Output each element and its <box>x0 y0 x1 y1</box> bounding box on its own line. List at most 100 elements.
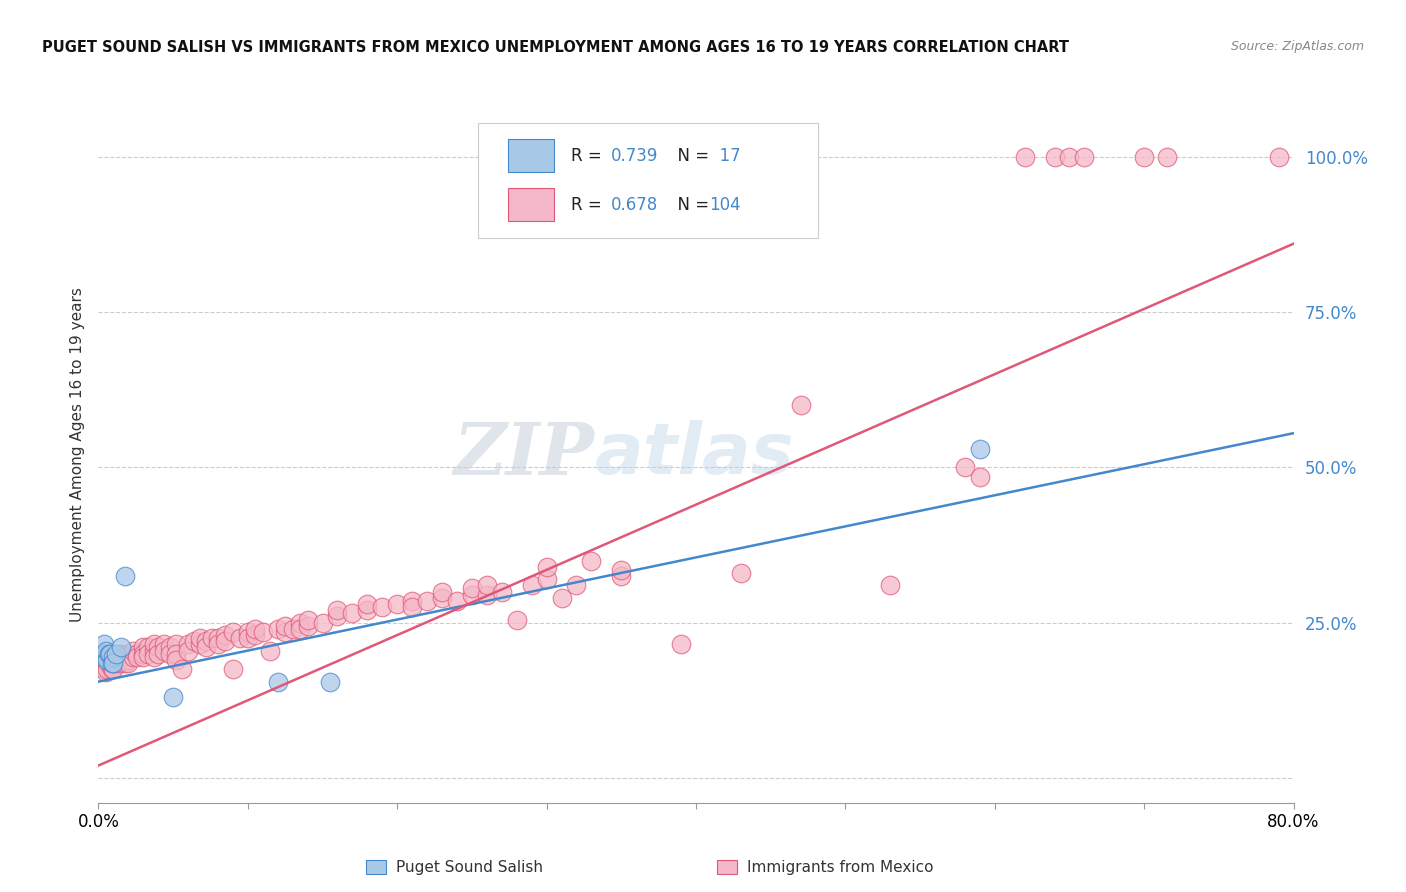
Point <box>110 640 132 655</box>
Point <box>114 569 136 583</box>
Point <box>114 656 136 670</box>
Point <box>1267 150 1289 164</box>
Point <box>356 603 378 617</box>
Point <box>91 656 114 670</box>
Point <box>98 647 122 661</box>
Point <box>356 597 378 611</box>
Point <box>93 662 115 676</box>
Point <box>94 643 117 657</box>
Point <box>103 653 125 667</box>
Point <box>326 603 349 617</box>
Point <box>153 637 176 651</box>
Point <box>142 637 165 651</box>
Point <box>281 622 304 636</box>
Point <box>159 640 181 655</box>
Point <box>259 643 281 657</box>
Text: atlas: atlas <box>595 420 794 490</box>
Point <box>430 591 453 605</box>
Point <box>96 653 118 667</box>
Point <box>93 647 115 661</box>
Point <box>536 572 558 586</box>
Text: 104: 104 <box>709 195 741 213</box>
Point <box>214 628 236 642</box>
Point <box>159 647 181 661</box>
Point <box>101 649 124 664</box>
Point <box>416 594 439 608</box>
Point <box>96 656 118 670</box>
Point <box>669 637 692 651</box>
Point <box>153 643 176 657</box>
Point <box>103 649 125 664</box>
Point <box>214 634 236 648</box>
Point <box>953 460 976 475</box>
Text: Immigrants from Mexico: Immigrants from Mexico <box>747 860 934 874</box>
Point <box>103 649 125 664</box>
Point <box>730 566 752 580</box>
Point <box>94 656 117 670</box>
Point <box>222 662 245 676</box>
Point <box>136 640 159 655</box>
Point <box>288 622 311 636</box>
Point <box>97 649 120 664</box>
Text: 0.739: 0.739 <box>610 146 658 165</box>
Point <box>117 656 139 670</box>
Point <box>110 656 132 670</box>
Text: 17: 17 <box>709 146 741 165</box>
Point <box>1156 150 1178 164</box>
Point <box>1043 150 1066 164</box>
Point <box>121 643 143 657</box>
Point <box>117 653 139 667</box>
Point <box>461 582 484 596</box>
Point <box>326 609 349 624</box>
Point <box>506 613 529 627</box>
Point <box>94 649 117 664</box>
Point <box>162 690 184 705</box>
Point <box>520 578 543 592</box>
Point <box>97 656 120 670</box>
Point <box>101 656 124 670</box>
Point <box>195 640 218 655</box>
Point <box>1059 150 1081 164</box>
Point <box>879 578 901 592</box>
Point <box>142 643 165 657</box>
Point <box>229 631 252 645</box>
Point <box>96 649 118 664</box>
Point <box>550 591 572 605</box>
Text: 0.678: 0.678 <box>610 195 658 213</box>
Point <box>267 622 290 636</box>
Point <box>475 588 498 602</box>
Point <box>385 597 409 611</box>
Point <box>371 600 394 615</box>
Point <box>446 594 468 608</box>
Y-axis label: Unemployment Among Ages 16 to 19 years: Unemployment Among Ages 16 to 19 years <box>70 287 86 623</box>
Text: N =: N = <box>666 195 709 213</box>
Point <box>207 637 229 651</box>
Point <box>132 649 155 664</box>
Point <box>236 624 259 639</box>
Point <box>430 584 453 599</box>
Point <box>148 640 170 655</box>
Point <box>610 563 633 577</box>
Point <box>114 649 136 664</box>
Point <box>127 649 149 664</box>
Point <box>103 662 125 676</box>
Point <box>94 653 117 667</box>
Point <box>188 631 211 645</box>
Point <box>536 559 558 574</box>
Point <box>93 637 115 651</box>
Point <box>222 624 245 639</box>
Point <box>1073 150 1095 164</box>
Point <box>183 634 205 648</box>
Point <box>207 631 229 645</box>
Point <box>252 624 274 639</box>
Point <box>93 647 115 661</box>
Point <box>105 649 128 664</box>
Point <box>91 649 114 664</box>
Point <box>93 649 115 664</box>
Point <box>461 588 484 602</box>
Point <box>94 665 117 680</box>
Point <box>97 647 120 661</box>
Point <box>475 578 498 592</box>
Point <box>610 569 633 583</box>
Point <box>297 613 319 627</box>
